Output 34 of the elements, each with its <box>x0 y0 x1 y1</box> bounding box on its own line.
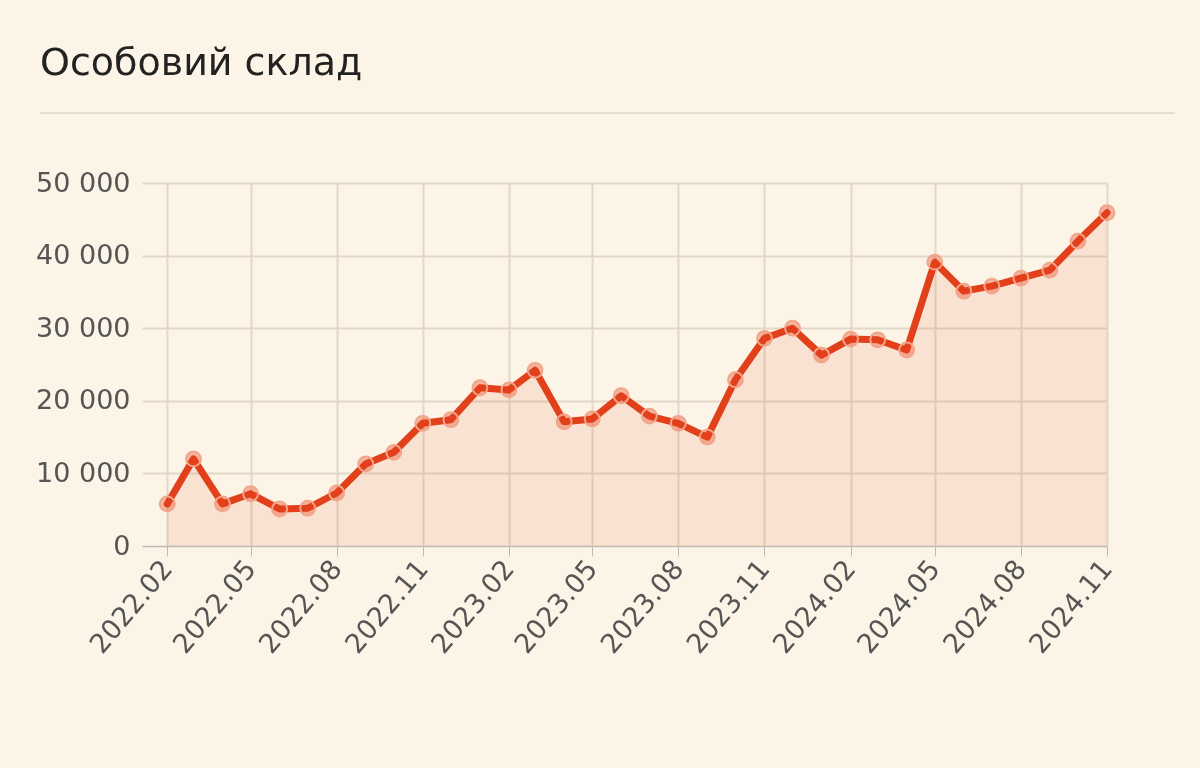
point <box>185 450 202 468</box>
point <box>385 443 403 461</box>
point <box>526 361 544 379</box>
point <box>1041 261 1059 279</box>
point <box>926 253 944 271</box>
point <box>158 495 176 513</box>
point <box>640 407 658 425</box>
point <box>698 428 716 446</box>
point <box>299 499 317 517</box>
point <box>813 346 830 364</box>
point <box>756 329 773 347</box>
point <box>784 319 801 337</box>
chart-title: Особовий склад <box>39 39 364 84</box>
point <box>669 414 687 432</box>
y-tick-label: 40 000 <box>36 239 131 271</box>
y-tick-label: 0 <box>113 529 131 561</box>
point <box>898 341 916 359</box>
point <box>983 277 1001 295</box>
point <box>357 455 375 473</box>
point <box>1069 232 1087 250</box>
point <box>328 484 346 502</box>
point <box>612 387 630 405</box>
point <box>242 485 259 503</box>
point <box>869 331 887 349</box>
point <box>727 371 744 389</box>
y-tick-label: 50 000 <box>36 166 131 198</box>
y-tick-label: 20 000 <box>36 384 131 416</box>
point <box>583 410 601 428</box>
y-tick-label: 10 000 <box>36 456 131 488</box>
y-tick-label: 30 000 <box>36 311 131 343</box>
point <box>442 411 460 429</box>
point <box>214 495 231 513</box>
point <box>500 381 518 399</box>
point <box>1012 269 1030 287</box>
